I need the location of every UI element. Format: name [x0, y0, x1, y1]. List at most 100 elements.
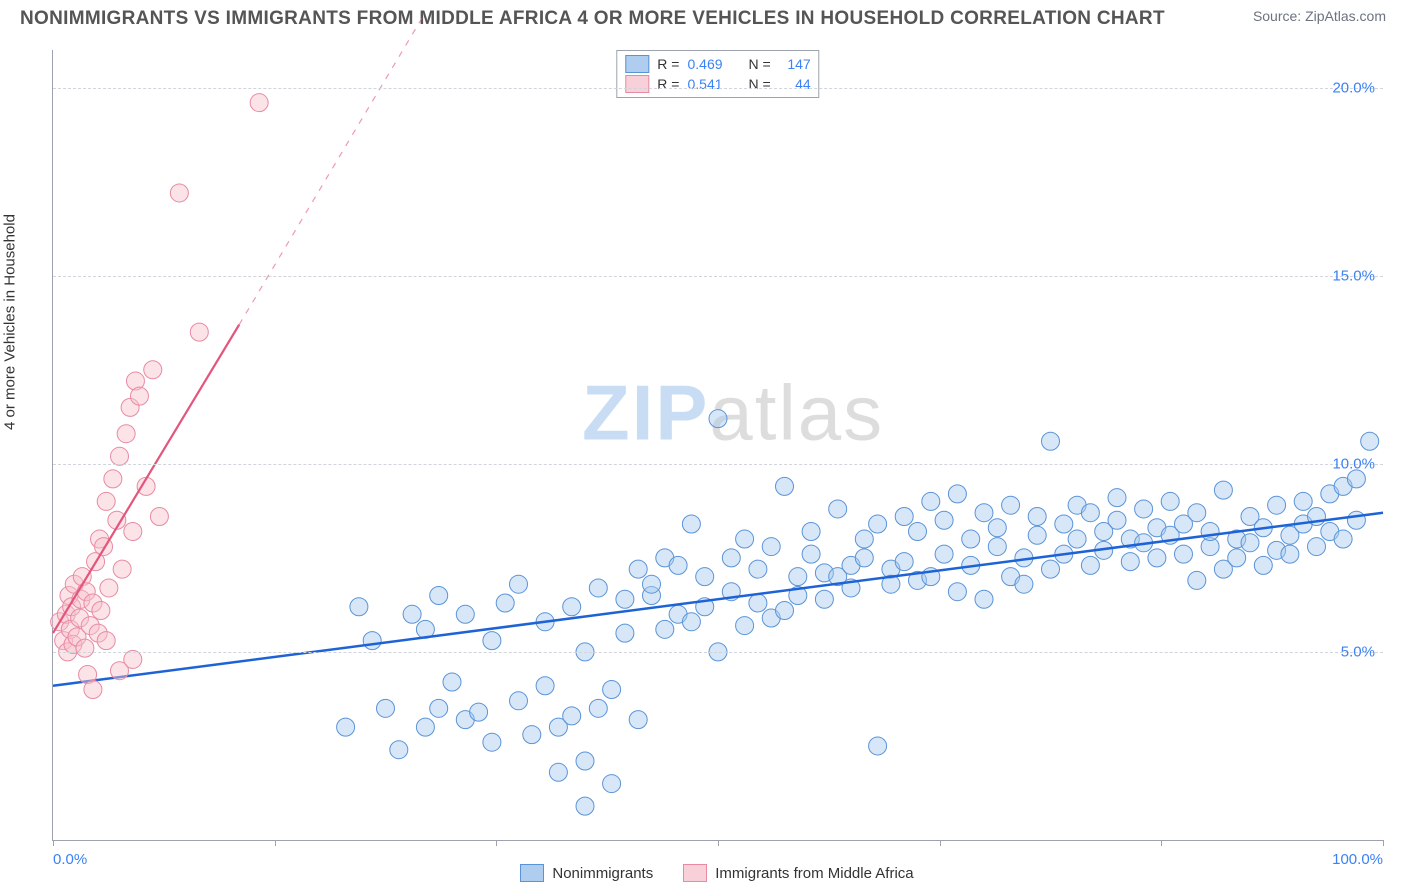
data-point [443, 673, 461, 691]
data-point [1254, 556, 1272, 574]
data-point [1108, 489, 1126, 507]
data-point [104, 470, 122, 488]
chart-title: NONIMMIGRANTS VS IMMIGRANTS FROM MIDDLE … [20, 8, 1165, 30]
data-point [510, 575, 528, 593]
n-label: N = [749, 56, 771, 72]
source-label: Source: ZipAtlas.com [1253, 8, 1386, 24]
data-point [130, 387, 148, 405]
data-point [1002, 496, 1020, 514]
data-point [776, 477, 794, 495]
data-point [802, 523, 820, 541]
data-point [1042, 560, 1060, 578]
data-point [643, 575, 661, 593]
data-point [483, 632, 501, 650]
data-point [895, 507, 913, 525]
data-point [76, 639, 94, 657]
data-point [869, 737, 887, 755]
r-value: 0.541 [687, 76, 722, 92]
data-point [589, 699, 607, 717]
data-point [496, 594, 514, 612]
r-value: 0.469 [687, 56, 722, 72]
legend-stats: R =0.469N =147R =0.541N =44 [616, 50, 819, 98]
data-point [1201, 523, 1219, 541]
data-point [144, 361, 162, 379]
n-value: 147 [779, 56, 811, 72]
data-point [1347, 470, 1365, 488]
x-tick [496, 840, 497, 846]
data-point [669, 556, 687, 574]
data-point [350, 598, 368, 616]
data-point [390, 741, 408, 759]
data-point [1268, 496, 1286, 514]
legend-label: Immigrants from Middle Africa [715, 865, 913, 882]
legend-swatch [625, 55, 649, 73]
n-label: N = [749, 76, 771, 92]
data-point [1135, 500, 1153, 518]
data-point [430, 586, 448, 604]
data-point [802, 545, 820, 563]
data-point [815, 590, 833, 608]
data-point [935, 511, 953, 529]
data-point [1028, 526, 1046, 544]
data-point [563, 598, 581, 616]
data-point [483, 733, 501, 751]
scatter-plot [53, 50, 1383, 840]
gridline [53, 276, 1383, 277]
legend-stats-row: R =0.541N =44 [625, 74, 810, 94]
data-point [1015, 575, 1033, 593]
data-point [895, 553, 913, 571]
data-point [603, 681, 621, 699]
data-point [403, 605, 421, 623]
data-point [1161, 492, 1179, 510]
data-point [855, 549, 873, 567]
data-point [709, 410, 727, 428]
data-point [1361, 432, 1379, 450]
data-point [736, 530, 754, 548]
data-point [1334, 530, 1352, 548]
data-point [190, 323, 208, 341]
r-label: R = [657, 76, 679, 92]
data-point [100, 579, 118, 597]
y-tick-label: 5.0% [1341, 643, 1375, 660]
data-point [762, 538, 780, 556]
data-point [111, 447, 129, 465]
chart-area: ZIPatlas R =0.469N =147R =0.541N =44 0.0… [52, 50, 1383, 841]
data-point [1214, 481, 1232, 499]
y-tick-label: 20.0% [1332, 79, 1375, 96]
data-point [589, 579, 607, 597]
data-point [377, 699, 395, 717]
gridline [53, 652, 1383, 653]
data-point [1081, 556, 1099, 574]
data-point [470, 703, 488, 721]
data-point [1121, 553, 1139, 571]
data-point [656, 620, 674, 638]
data-point [1148, 549, 1166, 567]
data-point [113, 560, 131, 578]
legend-series: Nonimmigrants Immigrants from Middle Afri… [52, 864, 1382, 882]
data-point [603, 775, 621, 793]
y-tick-label: 15.0% [1332, 267, 1375, 284]
x-tick [275, 840, 276, 846]
data-point [1188, 504, 1206, 522]
data-point [616, 624, 634, 642]
x-tick [1383, 840, 1384, 846]
data-point [682, 515, 700, 533]
data-point [250, 94, 268, 112]
data-point [97, 492, 115, 510]
data-point [1028, 507, 1046, 525]
data-point [124, 650, 142, 668]
data-point [563, 707, 581, 725]
data-point [117, 425, 135, 443]
x-tick [718, 840, 719, 846]
legend-item: Nonimmigrants [520, 864, 653, 882]
data-point [975, 590, 993, 608]
data-point [1188, 571, 1206, 589]
data-point [430, 699, 448, 717]
legend-swatch [625, 75, 649, 93]
data-point [1347, 511, 1365, 529]
data-point [523, 726, 541, 744]
legend-label: Nonimmigrants [552, 865, 653, 882]
data-point [1068, 530, 1086, 548]
data-point [948, 485, 966, 503]
legend-stats-row: R =0.469N =147 [625, 54, 810, 74]
